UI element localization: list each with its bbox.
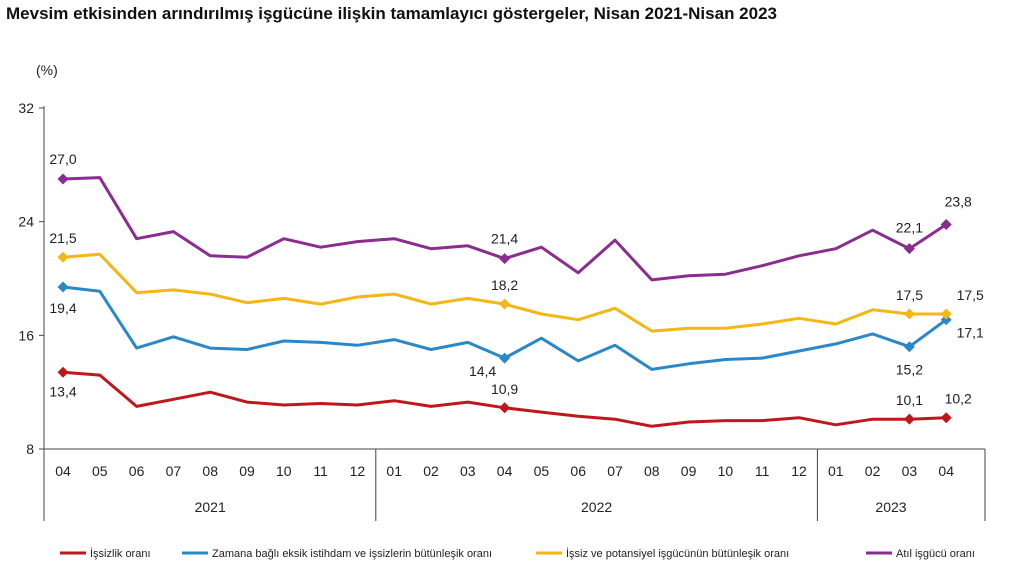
x-tick-label: 03 <box>902 463 918 479</box>
legend-entry: İşsizlik oranı <box>90 547 151 560</box>
data-point-marker <box>499 402 511 414</box>
data-point-marker <box>903 308 915 320</box>
data-label: 17,5 <box>896 287 923 303</box>
x-tick-label: 02 <box>423 463 439 479</box>
data-label: 27,0 <box>49 151 76 167</box>
chart-data-labels: 13,4 10,9 10,1 10,2 19,4 14,4 15,2 17,1 21,5 18,2… <box>49 151 984 408</box>
x-tick-label: 12 <box>350 463 366 479</box>
data-point-marker <box>499 253 511 265</box>
x-tick-label: 01 <box>386 463 402 479</box>
x-year-label: 2022 <box>581 499 612 515</box>
x-tick-label: 10 <box>718 463 734 479</box>
x-tick-label: 04 <box>497 463 513 479</box>
y-tick-label: 8 <box>26 441 34 457</box>
x-tick-label: 06 <box>129 463 145 479</box>
data-label: 21,5 <box>49 230 76 246</box>
data-point-marker <box>940 314 952 326</box>
x-tick-label: 06 <box>570 463 586 479</box>
x-year-label: 2021 <box>195 499 226 515</box>
data-label: 21,4 <box>491 231 518 247</box>
legend-entry: Zamana bağlı eksik istihdam ve işsizleri… <box>212 548 492 560</box>
data-label: 17,1 <box>957 325 984 341</box>
x-tick-label: 04 <box>938 463 954 479</box>
x-tick-label: 08 <box>202 463 218 479</box>
x-tick-label: 09 <box>239 463 255 479</box>
data-point-marker <box>57 281 69 293</box>
x-tick-label: 11 <box>313 463 328 479</box>
y-tick-label: 24 <box>18 214 34 230</box>
y-tick-label: 32 <box>18 100 34 116</box>
data-label: 10,2 <box>945 391 972 407</box>
data-point-marker <box>499 298 511 310</box>
x-tick-label: 05 <box>534 463 550 479</box>
data-label: 17,5 <box>957 287 984 303</box>
data-point-marker <box>57 366 69 378</box>
legend-entry: Atıl işgücü oranı <box>896 548 975 560</box>
data-label: 14,4 <box>469 363 496 379</box>
x-tick-label: 10 <box>276 463 292 479</box>
x-year-label: 2023 <box>875 499 906 515</box>
chart-title: Mevsim etkisinden arındırılmış işgücüne … <box>6 4 777 23</box>
chart-axes: (%) 8 16 24 32 04 05 06 07 08 09 10 11 12 01 02 03 04 05 06… <box>18 62 986 521</box>
y-axis-unit: (%) <box>36 62 58 78</box>
x-tick-label: 03 <box>460 463 476 479</box>
x-tick-label: 02 <box>865 463 881 479</box>
data-point-marker <box>57 251 69 263</box>
x-tick-label: 09 <box>681 463 697 479</box>
data-label: 15,2 <box>896 362 923 378</box>
x-tick-label: 11 <box>755 463 770 479</box>
x-tick-label: 07 <box>166 463 182 479</box>
chart-legend: İşsizlik oranı Zamana bağlı eksik istihda… <box>60 547 975 560</box>
data-point-marker <box>940 308 952 320</box>
data-label: 10,1 <box>896 392 923 408</box>
series-line <box>61 176 948 282</box>
legend-entry: İşsiz ve potansiyel işgücünün bütünleşik… <box>566 547 789 560</box>
data-label: 13,4 <box>49 383 76 399</box>
data-point-marker <box>903 413 915 425</box>
data-point-marker <box>57 173 69 185</box>
data-label: 23,8 <box>945 194 972 210</box>
data-point-marker <box>499 352 511 364</box>
x-tick-label: 08 <box>644 463 660 479</box>
x-tick-label: 01 <box>828 463 844 479</box>
data-point-marker <box>940 219 952 231</box>
x-tick-label: 12 <box>791 463 807 479</box>
data-point-marker <box>903 341 915 353</box>
data-label: 19,4 <box>49 300 76 316</box>
x-tick-label: 07 <box>607 463 623 479</box>
x-tick-label: 04 <box>55 463 71 479</box>
data-point-marker <box>940 412 952 424</box>
data-label: 22,1 <box>896 220 923 236</box>
data-label: 10,9 <box>491 381 518 397</box>
y-tick-label: 16 <box>18 327 34 343</box>
data-label: 18,2 <box>491 277 518 293</box>
x-tick-label: 05 <box>92 463 108 479</box>
chart-series <box>57 173 952 428</box>
data-point-marker <box>903 243 915 255</box>
